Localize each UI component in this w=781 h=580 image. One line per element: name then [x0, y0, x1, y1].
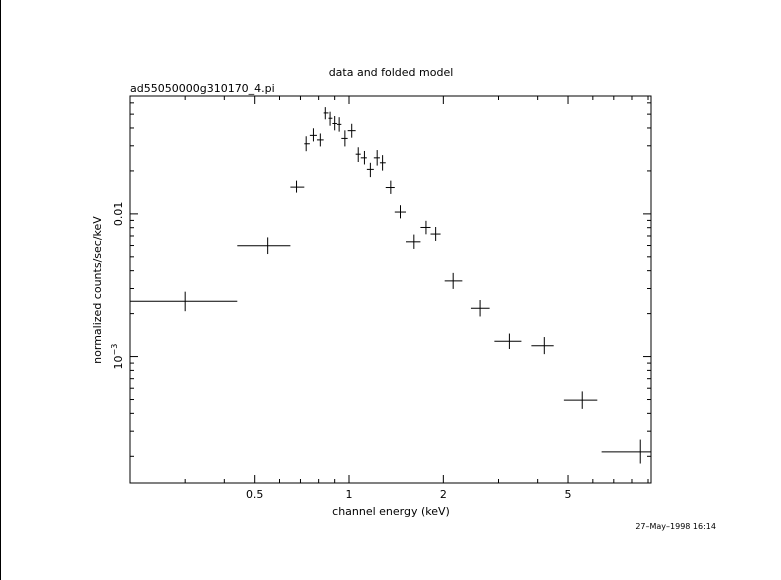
data-point: [385, 180, 395, 194]
x-tick-label: 2: [440, 488, 447, 501]
data-point: [531, 337, 554, 355]
timestamp: 27–May–1998 16:14: [635, 522, 716, 531]
data-point: [444, 272, 463, 289]
data-point: [373, 150, 380, 166]
data-points: [130, 107, 651, 464]
data-point: [563, 391, 598, 409]
data-point: [420, 220, 431, 235]
chart-title: data and folded model: [329, 66, 454, 79]
x-tick-label: 5: [565, 488, 572, 501]
data-point: [360, 150, 367, 165]
data-point: [290, 180, 305, 193]
data-point: [394, 205, 406, 219]
data-point: [601, 439, 651, 464]
window-left-border: [0, 0, 1, 580]
data-point: [430, 227, 441, 241]
x-tick-label: 1: [346, 488, 353, 501]
data-point: [309, 128, 317, 142]
axis-ticks: [129, 96, 651, 483]
data-point: [332, 116, 337, 131]
data-point: [347, 123, 356, 138]
data-point: [494, 333, 522, 349]
axis-tick-labels: 0.5 1 2 5 0.01 10−3: [110, 202, 572, 501]
data-point: [336, 117, 342, 132]
data-point: [316, 133, 324, 147]
plot-frame: [129, 95, 652, 484]
data-point: [470, 300, 490, 317]
data-point: [323, 107, 329, 120]
chart-subtitle: ad55050000g310170_4.pi: [130, 82, 275, 95]
x-tick-label: 0.5: [246, 488, 264, 501]
data-point: [366, 162, 374, 178]
data-point: [379, 155, 386, 171]
data-point: [405, 234, 421, 249]
data-point: [130, 291, 238, 312]
data-point: [328, 111, 333, 126]
data-point: [304, 136, 310, 152]
data-point: [237, 237, 291, 255]
data-point: [355, 147, 361, 162]
y-tick-label: 0.01: [112, 202, 125, 227]
y-tick-label: 10−3: [110, 344, 125, 370]
x-axis-label: channel energy (keV): [332, 505, 450, 518]
y-axis-label: normalized counts/sec/keV: [91, 216, 104, 364]
data-point: [341, 130, 348, 147]
